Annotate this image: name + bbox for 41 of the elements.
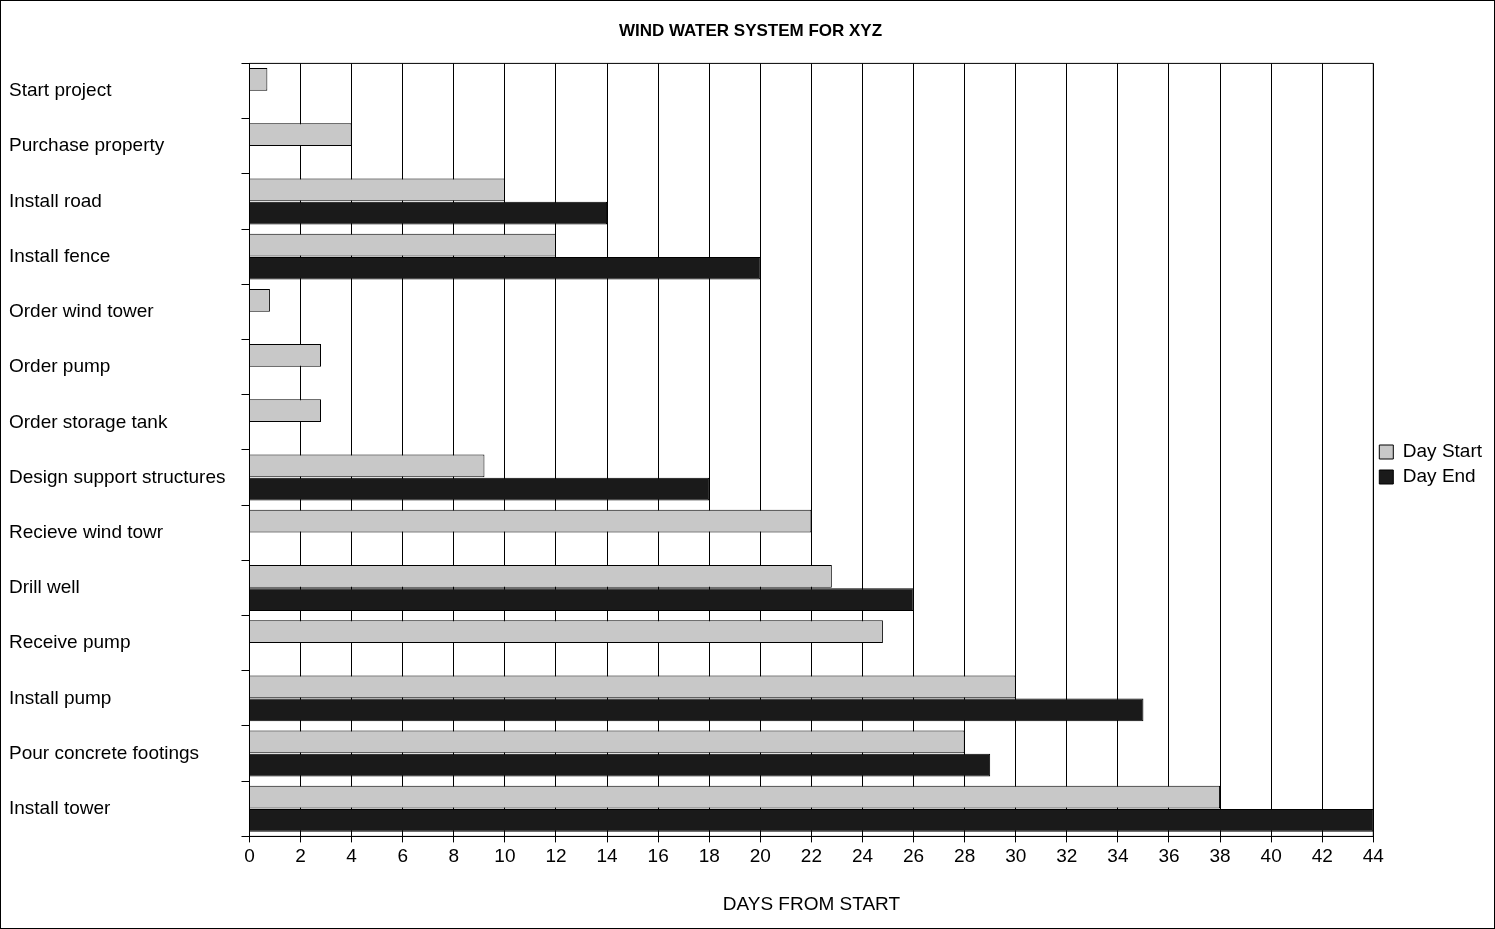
x-tick-label: 8 <box>448 845 460 867</box>
x-tick-label: 14 <box>596 845 619 867</box>
y-tick-label: Install pump <box>9 686 112 708</box>
x-tick-label: 42 <box>1311 845 1333 867</box>
y-tick-label: Order pump <box>9 355 111 377</box>
x-tick-label: 32 <box>1056 845 1078 867</box>
y-tick-label: Receive pump <box>9 631 131 653</box>
x-tick-label: 34 <box>1107 845 1129 867</box>
x-tick-label: 22 <box>800 845 822 867</box>
y-tick-label: Order storage tank <box>9 410 168 432</box>
x-tick-label: 6 <box>397 845 409 867</box>
y-tick-label: Install fence <box>9 244 111 266</box>
x-tick-label: 26 <box>902 845 925 867</box>
x-tick-label: 24 <box>851 845 874 867</box>
x-tick-label: 44 <box>1362 845 1385 867</box>
x-tick-label: 10 <box>494 845 516 867</box>
chart-title: WIND WATER SYSTEM FOR XYZ <box>618 20 883 40</box>
y-tick-label: Install road <box>9 189 102 211</box>
y-tick-label: Start project <box>9 79 113 101</box>
y-tick-label: Recieve wind towr <box>9 520 164 542</box>
x-tick-label: 38 <box>1209 845 1231 867</box>
y-tick-label: Install tower <box>9 797 112 819</box>
x-tick-label: 30 <box>1005 845 1027 867</box>
x-tick-label: 28 <box>954 845 976 867</box>
x-tick-label: 0 <box>244 845 255 867</box>
x-tick-label: 18 <box>698 845 720 867</box>
x-tick-label: 2 <box>295 845 306 867</box>
y-tick-label: Purchase property <box>9 134 165 156</box>
x-tick-label: 4 <box>346 845 358 867</box>
x-tick-label: 16 <box>647 845 669 867</box>
y-tick-label: Order wind tower <box>9 300 155 322</box>
x-axis-title: DAYS FROM START <box>722 892 901 914</box>
x-tick-label: 36 <box>1158 845 1180 867</box>
y-tick-label: Design support structures <box>9 465 226 487</box>
legend-label: Day Start <box>1402 440 1483 462</box>
y-tick-label: Pour concrete footings <box>9 741 200 763</box>
y-tick-label: Drill well <box>9 576 80 598</box>
x-tick-label: 40 <box>1260 845 1282 867</box>
x-tick-label: 20 <box>749 845 771 867</box>
x-tick-label: 12 <box>545 845 567 867</box>
legend-label: Day End <box>1402 465 1476 487</box>
